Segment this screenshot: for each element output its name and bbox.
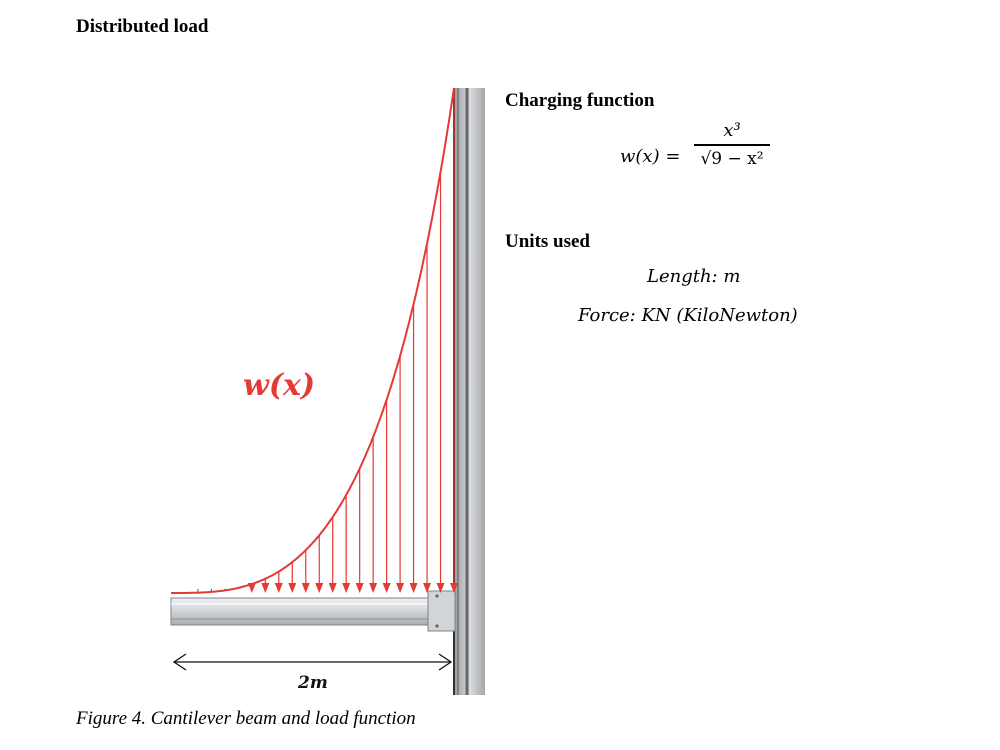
load-arrowhead xyxy=(328,583,337,593)
cantilever-beam xyxy=(170,590,456,632)
load-arrowhead xyxy=(315,583,324,593)
load-curve xyxy=(171,87,455,594)
units-length: Length: m xyxy=(647,266,741,287)
load-label: w(x) xyxy=(243,368,315,403)
load-arrowhead xyxy=(261,583,270,593)
load-arrowhead xyxy=(342,583,351,593)
equation-denominator: √9 − x² xyxy=(700,148,764,169)
load-arrowhead xyxy=(409,583,418,593)
load-arrowhead xyxy=(382,583,391,593)
fraction-bar xyxy=(694,144,770,146)
charging-function-equation: w(x) = x³ √9 − x² xyxy=(620,118,820,188)
wall xyxy=(453,88,485,695)
load-arrowhead xyxy=(288,583,297,593)
equation-numerator: x³ xyxy=(723,120,741,141)
load-arrowhead xyxy=(301,583,310,593)
figure-caption: Figure 4. Cantilever beam and load funct… xyxy=(76,708,416,729)
equation-lhs: w(x) = xyxy=(620,146,681,167)
load-arrowhead xyxy=(396,583,405,593)
load-arrowhead xyxy=(369,583,378,593)
load-arrowhead xyxy=(274,583,283,593)
load-arrowhead xyxy=(423,583,432,593)
span-dimension xyxy=(172,653,453,671)
load-arrowhead xyxy=(450,583,458,593)
charging-function-heading: Charging function xyxy=(505,90,655,111)
equation-fraction: x³ √9 − x² xyxy=(694,120,770,169)
units-heading: Units used xyxy=(505,231,590,252)
load-arrowhead xyxy=(436,583,445,593)
page-title: Distributed load xyxy=(76,16,209,37)
units-force: Force: KN (KiloNewton) xyxy=(578,305,798,326)
load-arrowhead xyxy=(355,583,364,593)
load-arrows xyxy=(197,88,458,593)
span-label: 2m xyxy=(297,673,328,693)
